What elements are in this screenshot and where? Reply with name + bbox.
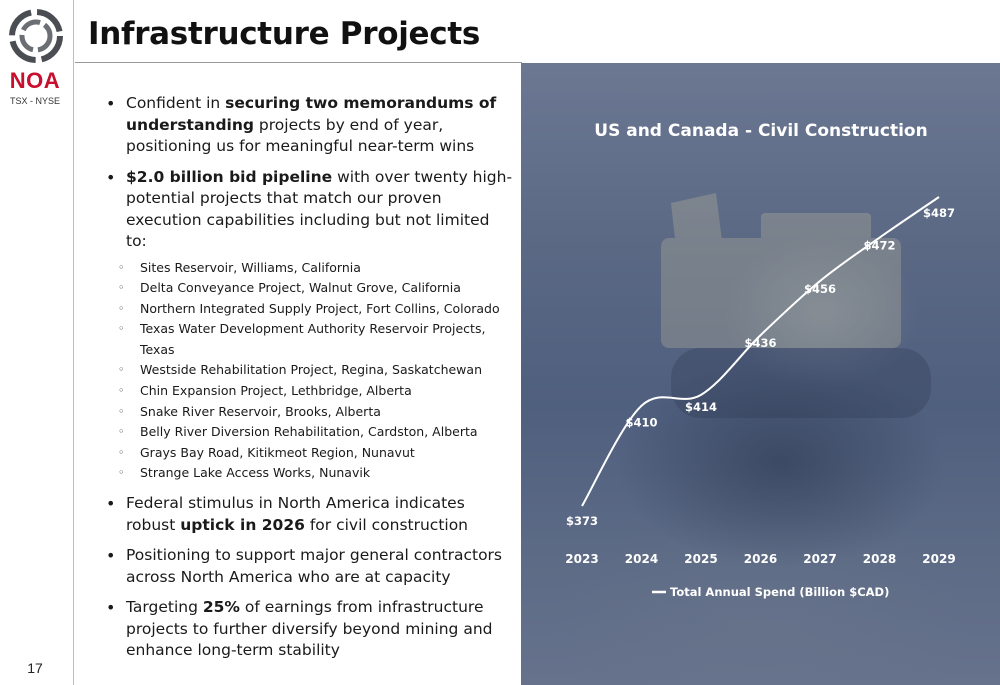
bullet-text: projects by end of year, positioning us … <box>126 115 475 156</box>
data-label: $456 <box>804 282 836 296</box>
bullet-emphasis: $2.0 billion bid pipeline <box>126 167 333 186</box>
sub-list-item: Belly River Diversion Rehabilitation, Ca… <box>104 422 514 443</box>
noa-logo-icon <box>9 9 63 63</box>
bullet-list: Confident in securing two memorandums of… <box>104 93 514 671</box>
bullet-item: Federal stimulus in North America indica… <box>104 493 514 536</box>
chart-legend: Total Annual Spend (Billion $CAD) <box>652 585 889 599</box>
bullet-emphasis: uptick in 2026 <box>180 515 305 534</box>
x-tick-label: 2027 <box>803 552 836 566</box>
sub-list-item: Chin Expansion Project, Lethbridge, Albe… <box>104 381 514 402</box>
title-divider <box>75 62 522 63</box>
sub-list-item: Sites Reservoir, Williams, California <box>104 258 514 279</box>
x-tick-label: 2024 <box>625 552 658 566</box>
x-tick-label: 2028 <box>863 552 896 566</box>
bullet-text: Federal stimulus in North America indica… <box>126 494 465 534</box>
bullet-item: Confident in securing two memorandums of… <box>104 93 514 158</box>
bullet-item: Positioning to support major general con… <box>104 545 514 588</box>
bullet-text: for civil construction <box>304 515 469 534</box>
x-tick-label: 2026 <box>744 552 777 566</box>
sub-list: Sites Reservoir, Williams, CaliforniaDel… <box>104 258 514 485</box>
sub-list-item: Strange Lake Access Works, Nunavik <box>104 463 514 484</box>
sub-list-item: Texas Water Development Authority Reserv… <box>104 319 514 360</box>
series-line <box>581 196 940 507</box>
sub-list-item: Delta Conveyance Project, Walnut Grove, … <box>104 278 514 299</box>
page-number: 17 <box>27 660 43 676</box>
bullet-item: Targeting 25% of earnings from infrastru… <box>104 597 514 662</box>
brand-exchange: TSX - NYSE <box>9 96 60 106</box>
bullet-text: with over twenty high-potential projects… <box>126 167 513 251</box>
x-tick-label: 2023 <box>565 552 598 566</box>
line-chart: US and Canada - Civil Construction $373 $… <box>565 121 955 599</box>
legend-label: Total Annual Spend (Billion $CAD) <box>670 585 889 599</box>
chart-panel: US and Canada - Civil Construction $373 $… <box>521 63 1000 685</box>
left-rail: NOA TSX - NYSE 17 <box>0 0 74 685</box>
bullet-text: of earnings from infrastructure projects… <box>126 598 493 660</box>
chart-title: US and Canada - Civil Construction <box>594 121 927 141</box>
data-label: $472 <box>863 239 895 253</box>
bullet-text: Positioning to support major general con… <box>126 546 503 586</box>
data-label: $373 <box>566 514 598 528</box>
dozer-background-image <box>661 193 931 418</box>
bullet-emphasis: 25% <box>202 598 240 617</box>
sub-list-item: Grays Bay Road, Kitikmeot Region, Nunavu… <box>104 443 514 464</box>
data-label: $410 <box>625 416 657 430</box>
bullet-text: Confident in <box>126 94 226 112</box>
x-tick-label: 2029 <box>922 552 955 566</box>
x-tick-label: 2025 <box>684 552 717 566</box>
sub-list-item: Snake River Reservoir, Brooks, Alberta <box>104 402 514 423</box>
data-label: $487 <box>923 206 955 220</box>
data-label: $414 <box>685 400 717 414</box>
bullet-text: Targeting <box>126 598 203 617</box>
bullet-emphasis: securing two memorandums of understandin… <box>126 94 497 134</box>
sub-list-item: Northern Integrated Supply Project, Fort… <box>104 299 514 320</box>
page-title: Infrastructure Projects <box>88 16 480 52</box>
brand-name: NOA <box>9 68 61 93</box>
data-label: $436 <box>744 336 776 350</box>
bullet-item: $2.0 billion bid pipeline with over twen… <box>104 167 514 253</box>
sub-list-item: Westside Rehabilitation Project, Regina,… <box>104 360 514 381</box>
